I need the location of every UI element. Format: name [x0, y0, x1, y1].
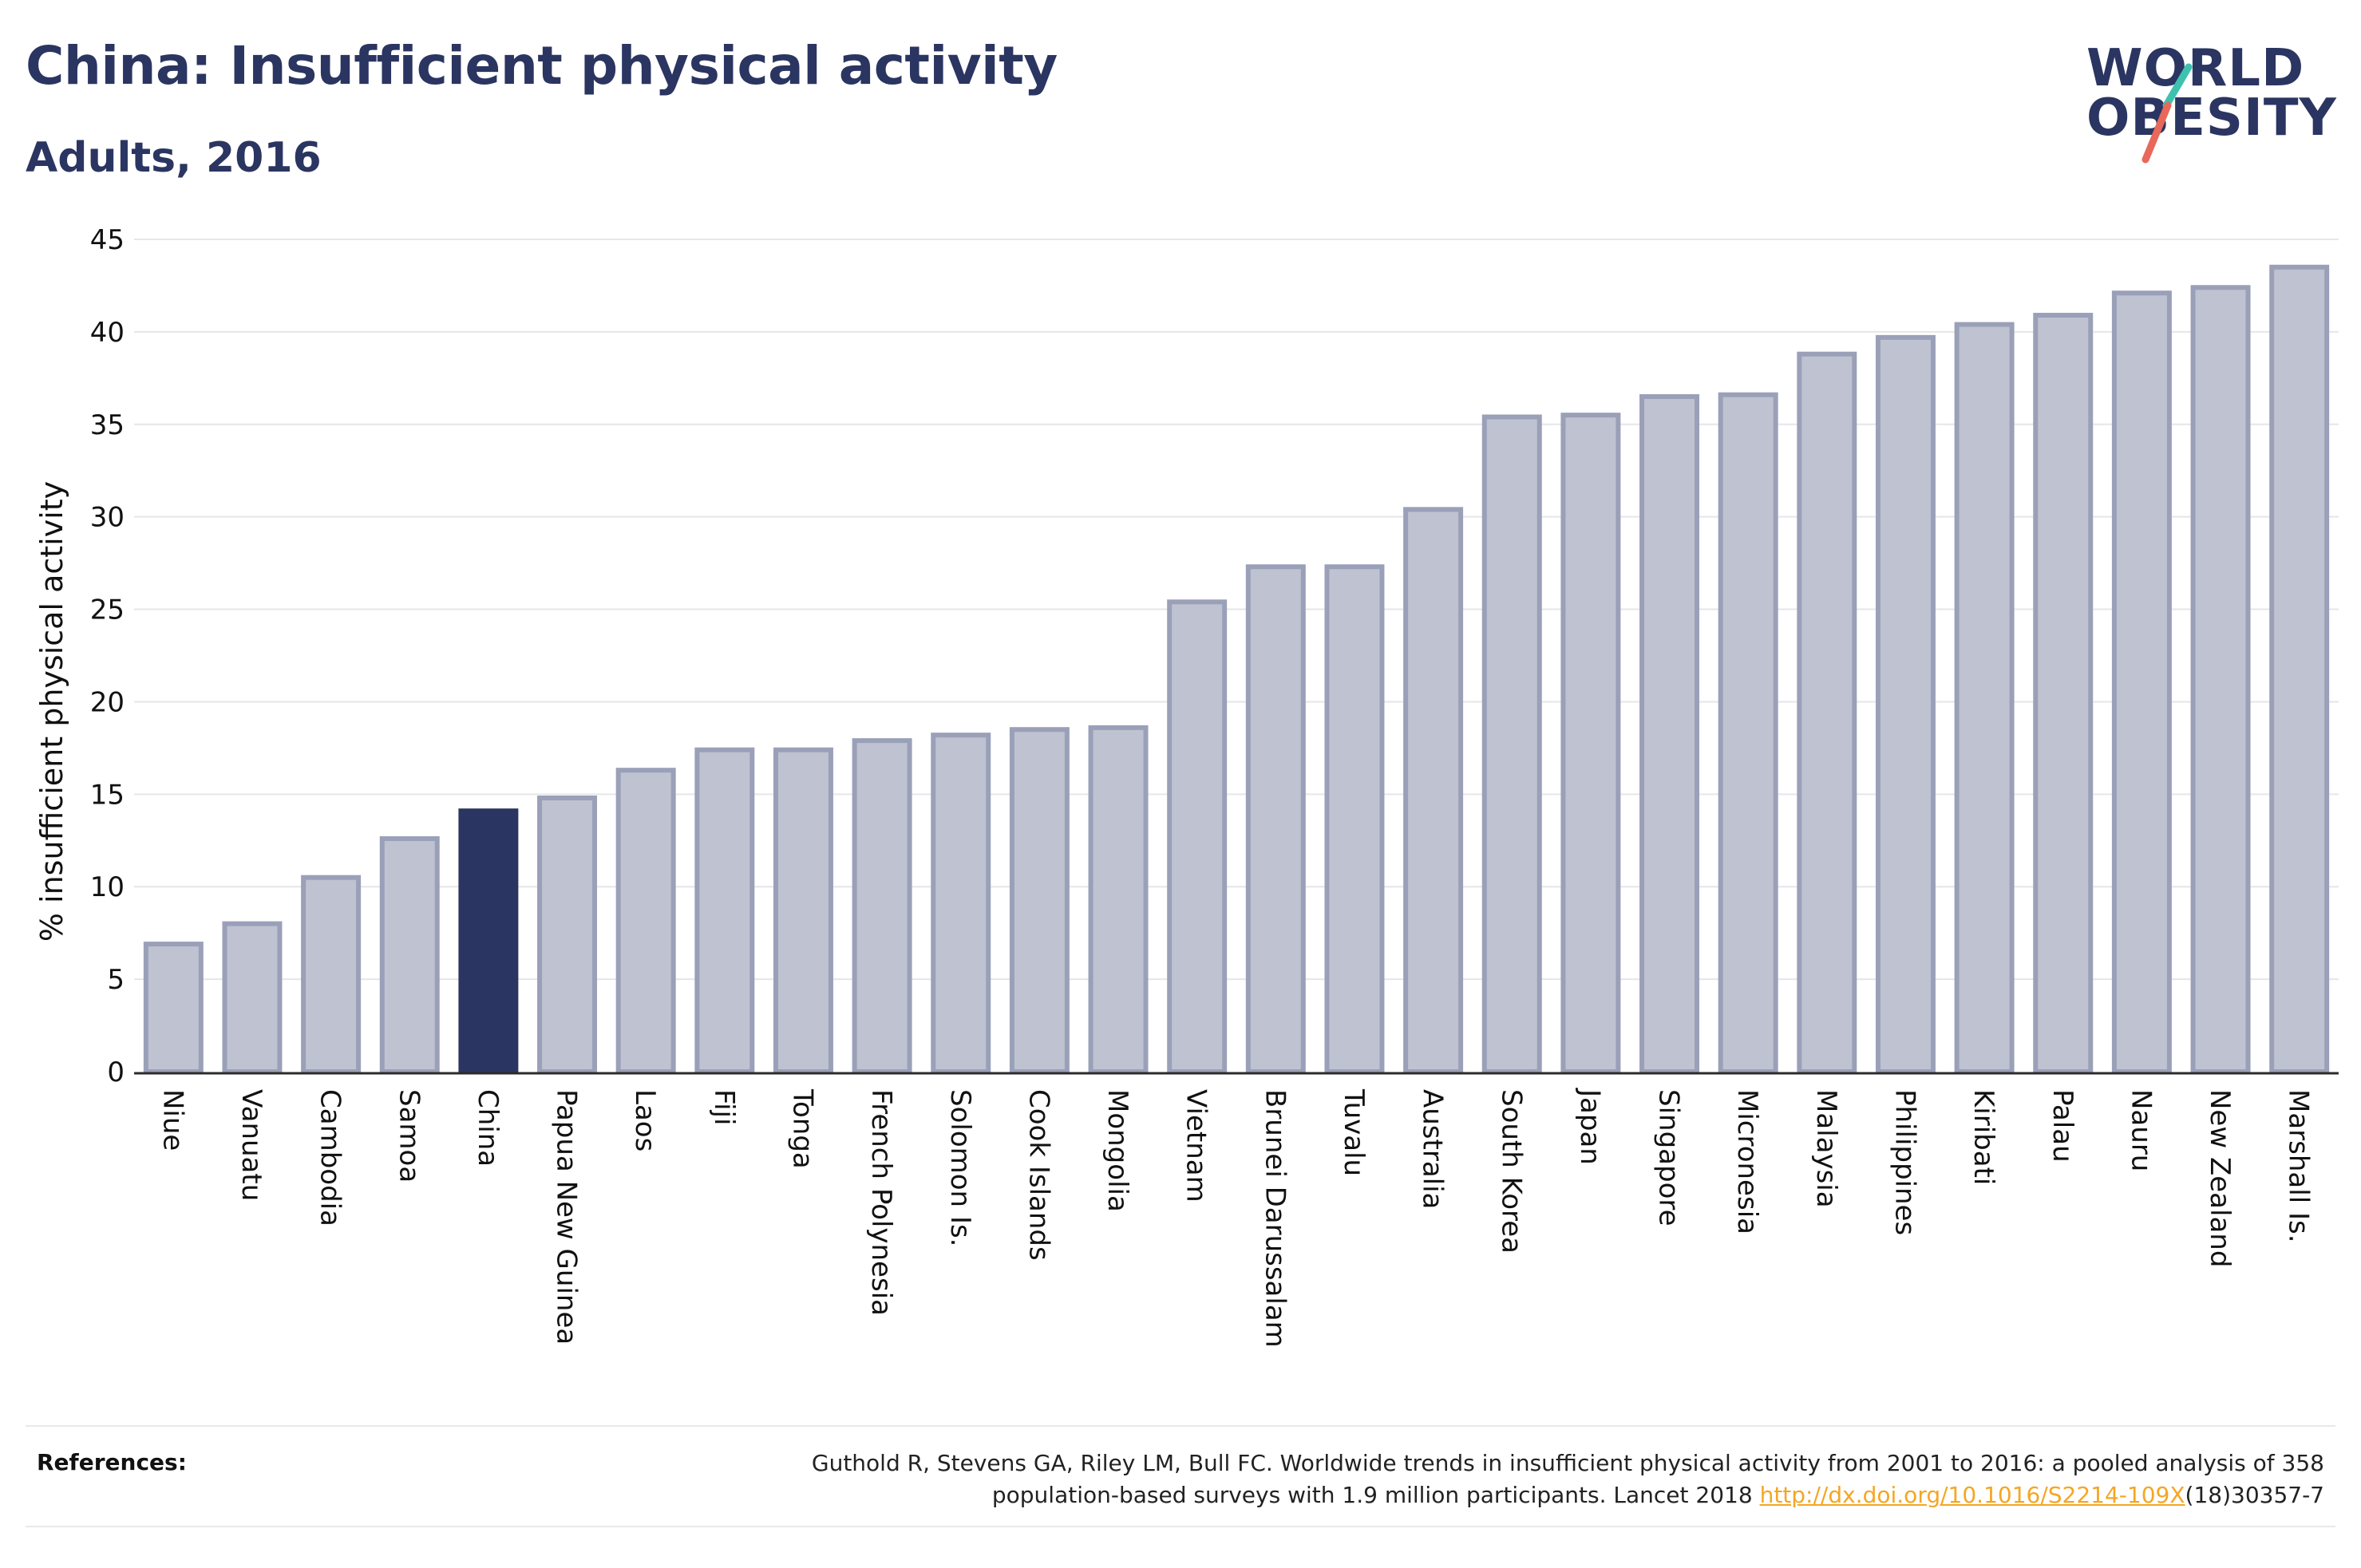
- bars: [143, 264, 2330, 1075]
- x-tick-label: Vanuatu: [235, 1089, 267, 1201]
- bar-philippines: [1875, 334, 1936, 1074]
- x-tick-label: China: [472, 1089, 504, 1167]
- x-tick-label: New Zealand: [2204, 1089, 2236, 1267]
- x-tick-label: Cook Islands: [1022, 1089, 1054, 1261]
- x-tick-label: Tonga: [786, 1088, 818, 1169]
- y-tick-label: 0: [107, 1057, 125, 1088]
- y-axis-ticks: 0 5 10 15 20 25 30 35 40 45: [90, 224, 125, 1088]
- bar-fiji: [694, 747, 755, 1074]
- x-tick-label: Niue: [156, 1089, 188, 1151]
- x-tick-label: Vietnam: [1180, 1089, 1212, 1203]
- bar-solomon-is: [931, 733, 991, 1074]
- bar-tonga: [773, 747, 833, 1074]
- y-tick-label: 35: [90, 409, 125, 441]
- x-tick-label: Singapore: [1653, 1089, 1685, 1226]
- bar-french-polynesia: [852, 738, 912, 1075]
- logo-word-world: WORLD: [2086, 39, 2305, 98]
- bar-vietnam: [1167, 599, 1228, 1075]
- y-tick-label: 30: [90, 502, 125, 534]
- logo-slash-icon: [2142, 63, 2193, 164]
- doi-link[interactable]: http://dx.doi.org/10.1016/S2214-109X: [1759, 1482, 2185, 1508]
- bar-kiribati: [1954, 322, 2015, 1074]
- x-tick-label: Malaysia: [1810, 1089, 1842, 1208]
- bar-japan: [1560, 413, 1621, 1074]
- x-tick-label: Fiji: [708, 1089, 740, 1125]
- y-tick-label: 25: [90, 594, 125, 626]
- bar-palau: [2033, 313, 2094, 1075]
- x-tick-label: Laos: [629, 1089, 661, 1151]
- x-tick-label: South Korea: [1495, 1089, 1527, 1254]
- y-tick-label: 15: [90, 779, 125, 811]
- bar-vanuatu: [222, 921, 283, 1074]
- y-tick-label: 20: [90, 686, 125, 718]
- y-tick-label: 5: [107, 964, 125, 996]
- bar-cambodia: [301, 875, 362, 1075]
- bar-marshall-is: [2269, 264, 2330, 1075]
- x-tick-label: Nauru: [2125, 1089, 2157, 1171]
- x-tick-label: Tuvalu: [1338, 1088, 1370, 1176]
- y-tick-label: 10: [90, 871, 125, 903]
- reference-line-1: Guthold R, Stevens GA, Riley LM, Bull FC…: [811, 1450, 2324, 1476]
- x-tick-label: Mongolia: [1101, 1089, 1133, 1212]
- x-tick-label: Kiribati: [1968, 1089, 1999, 1185]
- x-tick-label: Japan: [1574, 1088, 1606, 1165]
- references-text: Guthold R, Stevens GA, Riley LM, Bull FC…: [568, 1448, 2324, 1511]
- x-axis-ticks: Niue Vanuatu Cambodia Samoa China Papua New G…: [156, 1088, 2314, 1348]
- x-tick-label: French Polynesia: [865, 1089, 897, 1316]
- bar-mongolia: [1088, 725, 1149, 1074]
- world-obesity-logo: WORLD OBESITY: [2075, 40, 2347, 168]
- y-tick-label: 40: [90, 317, 125, 349]
- references-label: References:: [37, 1449, 187, 1475]
- bar-cook-islands: [1009, 727, 1070, 1074]
- bar-tuvalu: [1324, 564, 1385, 1075]
- y-axis-title: % insufficient physical activity: [34, 481, 69, 942]
- x-tick-label: Palau: [2047, 1089, 2078, 1163]
- x-tick-label: Australia: [1417, 1089, 1449, 1209]
- bar-malaysia: [1797, 351, 1857, 1075]
- bar-brunei-darussalam: [1245, 564, 1306, 1075]
- bar-niue: [143, 942, 204, 1074]
- logo-word-obesity: OBESITY: [2086, 89, 2337, 148]
- bar-australia: [1403, 507, 1464, 1074]
- bar-laos: [615, 768, 676, 1074]
- bar-papua-new-guinea: [537, 795, 598, 1074]
- x-tick-label: Marshall Is.: [2283, 1089, 2315, 1243]
- bar-chart: 0 5 10 15 20 25 30 35 40 45 Niue Vanuatu Cambodia Sa…: [34, 224, 2339, 1348]
- x-tick-label: Brunei Darussalam: [1259, 1089, 1291, 1348]
- bar-samoa: [379, 835, 440, 1075]
- bar-micronesia: [1718, 392, 1778, 1074]
- y-tick-label: 45: [90, 224, 125, 256]
- x-tick-label: Papua New Guinea: [551, 1089, 583, 1345]
- bar-south-korea: [1481, 414, 1542, 1074]
- x-tick-label: Samoa: [393, 1089, 425, 1183]
- bar-new-zealand: [2190, 285, 2251, 1075]
- references-section: References: Guthold R, Stevens GA, Riley…: [26, 1425, 2335, 1527]
- chart-title: China: Insufficient physical activity: [26, 35, 1058, 97]
- chart-subtitle: Adults, 2016: [26, 134, 322, 182]
- bar-china: [458, 808, 519, 1075]
- x-tick-label: Philippines: [1888, 1089, 1920, 1235]
- bar-nauru: [2111, 290, 2172, 1074]
- x-tick-label: Solomon Is.: [944, 1089, 976, 1246]
- x-tick-label: Cambodia: [314, 1089, 346, 1226]
- reference-line-2-end: (18)30357-7: [2185, 1482, 2324, 1508]
- x-tick-label: Micronesia: [1731, 1089, 1763, 1234]
- reference-line-2: population-based surveys with 1.9 millio…: [991, 1482, 1760, 1508]
- bar-singapore: [1639, 394, 1700, 1074]
